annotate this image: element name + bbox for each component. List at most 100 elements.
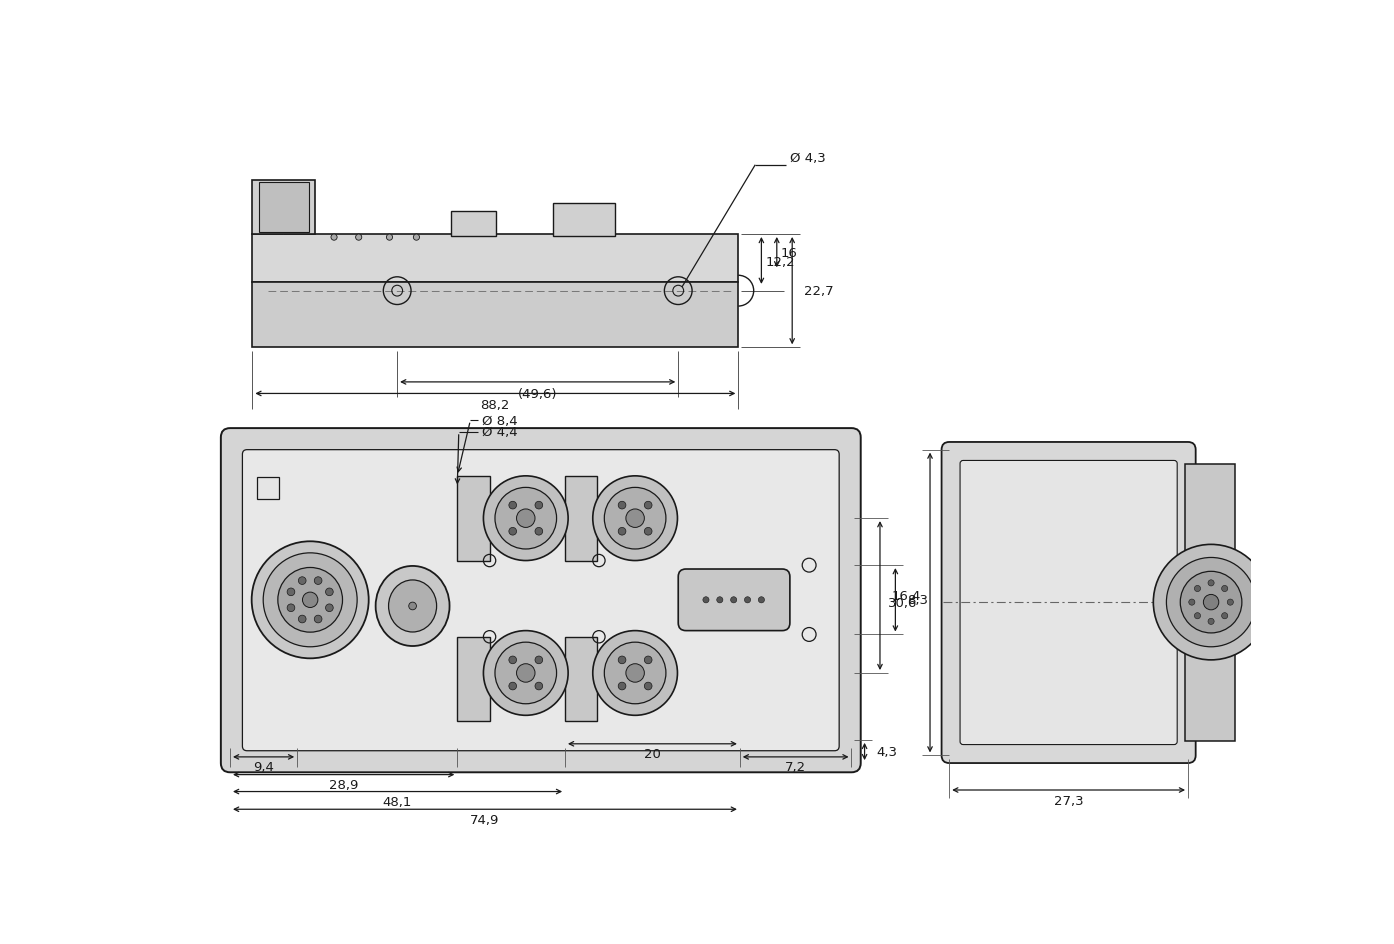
Circle shape bbox=[1195, 586, 1200, 592]
Text: 4,3: 4,3 bbox=[875, 745, 898, 758]
Circle shape bbox=[1209, 581, 1214, 586]
Circle shape bbox=[592, 631, 677, 716]
Circle shape bbox=[1189, 599, 1195, 605]
Circle shape bbox=[1153, 545, 1269, 660]
FancyBboxPatch shape bbox=[941, 443, 1196, 764]
Circle shape bbox=[302, 593, 318, 608]
Circle shape bbox=[386, 235, 393, 241]
Text: Ø 4,4: Ø 4,4 bbox=[482, 426, 517, 439]
Bar bbox=[565, 477, 598, 561]
Circle shape bbox=[1227, 599, 1234, 605]
Circle shape bbox=[1221, 586, 1228, 592]
Bar bbox=[252, 282, 739, 348]
Bar bbox=[565, 637, 598, 722]
Circle shape bbox=[1209, 618, 1214, 625]
Circle shape bbox=[517, 664, 535, 683]
Circle shape bbox=[1221, 613, 1228, 619]
Circle shape bbox=[314, 577, 322, 585]
Text: 28,9: 28,9 bbox=[329, 778, 358, 791]
Text: 16,4: 16,4 bbox=[892, 589, 921, 602]
Circle shape bbox=[592, 477, 677, 561]
Circle shape bbox=[517, 510, 535, 528]
Circle shape bbox=[1167, 558, 1256, 647]
Circle shape bbox=[287, 588, 294, 596]
Bar bbox=[252, 235, 739, 282]
FancyBboxPatch shape bbox=[220, 429, 860, 772]
FancyBboxPatch shape bbox=[960, 461, 1177, 745]
Text: 9,4: 9,4 bbox=[252, 761, 273, 773]
Circle shape bbox=[414, 235, 420, 241]
Bar bbox=[258, 183, 308, 232]
Circle shape bbox=[644, 528, 652, 535]
Circle shape bbox=[287, 604, 294, 612]
Circle shape bbox=[1195, 613, 1200, 619]
Text: Ø 8,4: Ø 8,4 bbox=[482, 414, 517, 428]
Circle shape bbox=[535, 683, 542, 690]
Bar bbox=[256, 478, 279, 499]
Circle shape bbox=[355, 235, 362, 241]
Text: 12,2: 12,2 bbox=[765, 255, 795, 268]
Circle shape bbox=[605, 643, 666, 704]
Text: 7,2: 7,2 bbox=[785, 761, 806, 773]
Circle shape bbox=[758, 598, 764, 603]
Circle shape bbox=[1181, 572, 1242, 633]
Circle shape bbox=[495, 643, 556, 704]
Circle shape bbox=[509, 528, 517, 535]
Text: 8,3: 8,3 bbox=[907, 594, 928, 607]
Ellipse shape bbox=[389, 581, 436, 632]
Circle shape bbox=[408, 602, 417, 610]
Circle shape bbox=[703, 598, 710, 603]
Bar bbox=[553, 204, 615, 236]
FancyBboxPatch shape bbox=[243, 450, 839, 750]
Text: (49,6): (49,6) bbox=[517, 388, 558, 400]
Circle shape bbox=[626, 510, 644, 528]
Ellipse shape bbox=[375, 566, 449, 647]
Text: 22,7: 22,7 bbox=[804, 285, 834, 298]
Bar bbox=[1185, 464, 1235, 742]
Circle shape bbox=[509, 656, 517, 664]
Text: 74,9: 74,9 bbox=[470, 813, 499, 826]
Circle shape bbox=[535, 656, 542, 664]
Circle shape bbox=[717, 598, 723, 603]
Circle shape bbox=[509, 502, 517, 510]
Circle shape bbox=[277, 568, 343, 632]
Text: 88,2: 88,2 bbox=[481, 399, 510, 413]
Circle shape bbox=[326, 588, 333, 596]
Circle shape bbox=[644, 502, 652, 510]
Circle shape bbox=[1203, 595, 1218, 610]
Text: 27,3: 27,3 bbox=[1054, 794, 1083, 807]
Circle shape bbox=[484, 631, 569, 716]
Bar bbox=[457, 477, 489, 561]
Bar bbox=[457, 637, 489, 722]
Bar bbox=[252, 181, 315, 235]
Text: 16: 16 bbox=[781, 246, 797, 260]
FancyBboxPatch shape bbox=[679, 569, 790, 631]
Circle shape bbox=[326, 604, 333, 612]
Circle shape bbox=[535, 528, 542, 535]
Bar bbox=[452, 211, 496, 236]
Text: Ø 4,3: Ø 4,3 bbox=[790, 151, 825, 164]
Circle shape bbox=[535, 502, 542, 510]
Circle shape bbox=[644, 683, 652, 690]
Circle shape bbox=[730, 598, 737, 603]
Circle shape bbox=[626, 664, 644, 683]
Circle shape bbox=[605, 488, 666, 549]
Text: 30,6: 30,6 bbox=[888, 596, 917, 609]
Circle shape bbox=[263, 553, 357, 647]
Circle shape bbox=[314, 615, 322, 623]
Circle shape bbox=[618, 528, 626, 535]
Text: 20: 20 bbox=[644, 748, 661, 761]
Circle shape bbox=[298, 615, 307, 623]
Text: 48,1: 48,1 bbox=[382, 795, 411, 808]
Circle shape bbox=[484, 477, 569, 561]
Circle shape bbox=[509, 683, 517, 690]
Circle shape bbox=[644, 656, 652, 664]
Circle shape bbox=[252, 542, 368, 659]
Circle shape bbox=[618, 683, 626, 690]
Circle shape bbox=[744, 598, 750, 603]
Circle shape bbox=[618, 502, 626, 510]
Circle shape bbox=[618, 656, 626, 664]
Circle shape bbox=[495, 488, 556, 549]
Circle shape bbox=[298, 577, 307, 585]
Circle shape bbox=[330, 235, 337, 241]
